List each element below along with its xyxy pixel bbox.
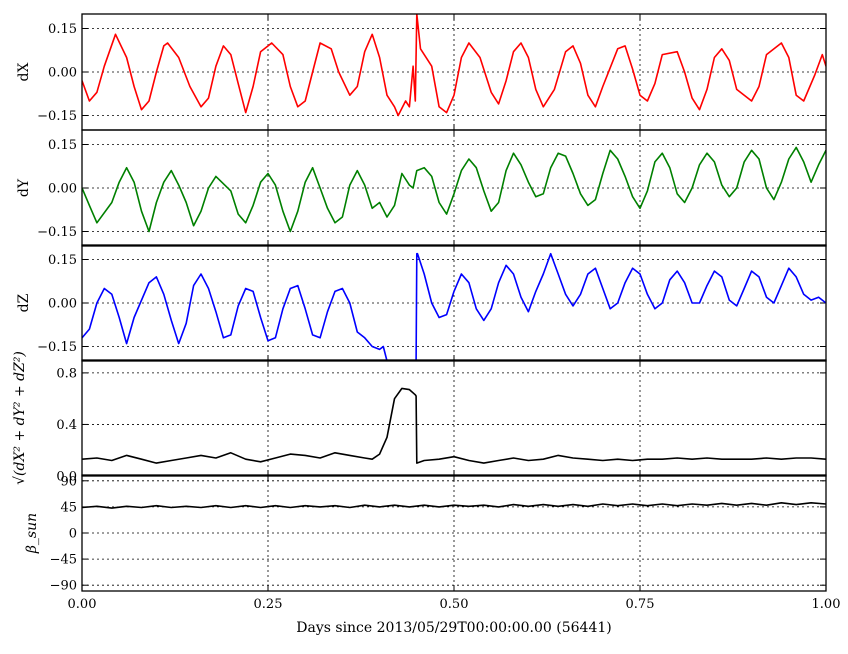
y-tick-label: 0.00 <box>48 66 77 81</box>
series-line-dx <box>82 14 826 117</box>
y-tick-label: 0.15 <box>48 22 77 37</box>
y-tick-label: −90 <box>50 579 77 594</box>
y-tick-label: 0.0 <box>56 470 77 485</box>
x-tick-label: 0.75 <box>626 597 655 612</box>
x-tick-label: 0.25 <box>254 597 283 612</box>
series-line-dr <box>82 387 826 464</box>
series-line-dy <box>82 146 826 233</box>
y-tick-label: 0.4 <box>56 418 77 433</box>
y-tick-label: 0 <box>69 527 77 542</box>
y-tick-label: 0.8 <box>56 366 77 381</box>
panel-dy: −0.15 0.00 0.15 dY <box>16 129 827 247</box>
y-axis-label-dx: dX <box>16 63 32 82</box>
y-tick-label: −45 <box>50 553 77 568</box>
y-tick-label: 90 <box>60 474 77 489</box>
x-axis-label: Days since 2013/05/29T00:00:00.00 (56441… <box>296 620 611 636</box>
panel-dx: −0.15 0.00 0.15 dX <box>16 13 827 131</box>
y-tick-label: 0.00 <box>48 297 77 312</box>
y-tick-label: 0.00 <box>48 182 77 197</box>
y-tick-label: −0.15 <box>37 225 77 240</box>
y-tick-label: 0.15 <box>48 138 77 153</box>
y-axis-label-dr: √(dX² + dY² + dZ²) <box>12 351 28 485</box>
panel-dz: −0.15 0.00 0.15 dZ <box>16 244 827 362</box>
x-tick-label: 0.50 <box>440 597 469 612</box>
y-axis-label-dz: dZ <box>16 293 32 312</box>
y-tick-label: 0.15 <box>48 253 77 268</box>
panel-beta: −90 −45 0 45 90 0.00 0.25 0.50 0.75 1.00 β_sun <box>24 474 840 612</box>
y-axis-label-dy: dY <box>16 178 32 197</box>
x-tick-label: 1.00 <box>812 597 841 612</box>
panel-dr: 0.0 0.4 0.8 √(dX² + dY² + dZ²) <box>12 351 827 485</box>
y-tick-label: −0.15 <box>37 340 77 355</box>
y-axis-label-beta: β_sun <box>24 513 40 554</box>
panel-frame <box>81 474 827 592</box>
series-line-dz <box>82 252 826 361</box>
series-line-beta <box>82 501 826 509</box>
y-tick-label: −0.15 <box>37 109 77 124</box>
y-tick-label: 45 <box>60 500 77 515</box>
x-tick-label: 0.00 <box>68 597 97 612</box>
